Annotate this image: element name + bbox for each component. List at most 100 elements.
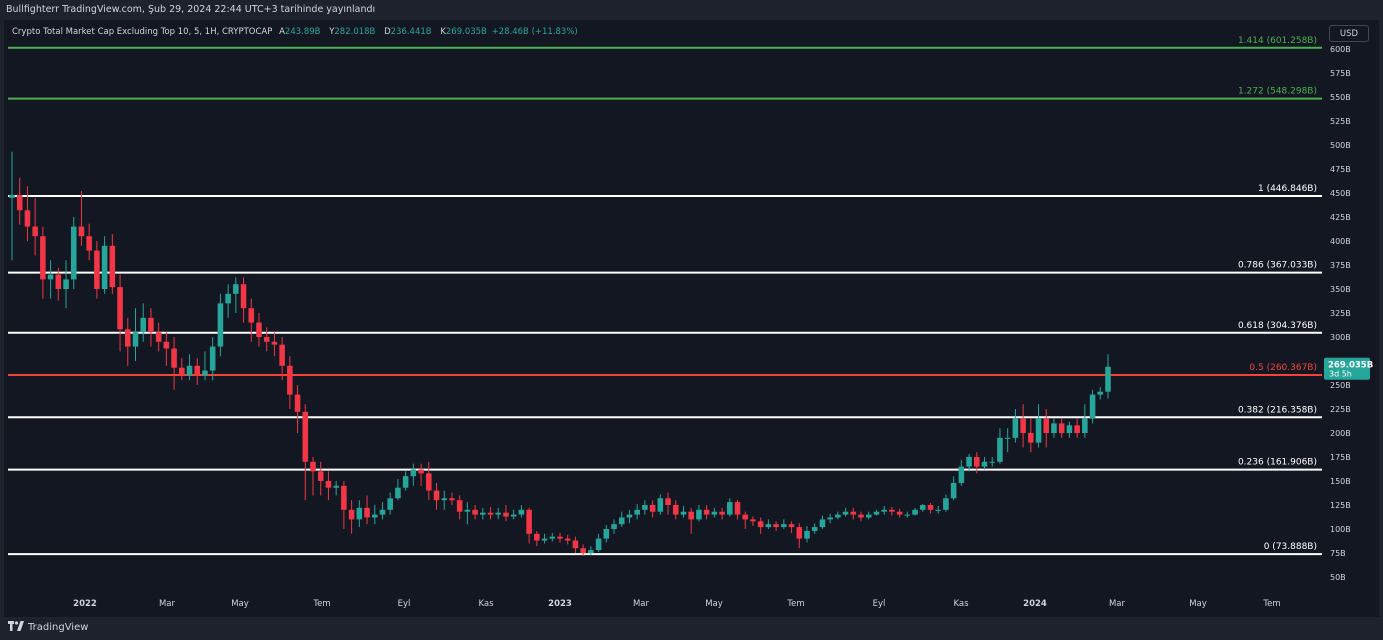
y-tick-label: 75B xyxy=(1330,549,1346,558)
candle-body xyxy=(1051,423,1057,433)
y-tick-label: 125B xyxy=(1330,501,1351,510)
candle-body xyxy=(703,509,710,515)
candle-body xyxy=(873,511,880,515)
candle-body xyxy=(333,485,339,488)
candle-body xyxy=(850,511,857,515)
fib-level-label: 0.618 (304.376B) xyxy=(1238,321,1317,331)
candle-body xyxy=(371,514,378,518)
tradingview-logo[interactable]: TradingView xyxy=(8,620,88,636)
candle-body xyxy=(595,538,602,551)
candle-body xyxy=(171,348,177,368)
candle-body xyxy=(148,317,154,333)
candle-body xyxy=(541,538,548,541)
candle-body xyxy=(364,507,370,518)
candle-body xyxy=(480,512,486,515)
y-tick-label: 600B xyxy=(1330,45,1351,54)
candle-body xyxy=(302,411,309,462)
x-tick-label: 2023 xyxy=(548,599,572,609)
candle-body xyxy=(835,514,841,518)
candle-body xyxy=(935,509,941,511)
candle-body xyxy=(117,287,123,330)
candle-body xyxy=(881,509,887,512)
candle-body xyxy=(557,536,563,539)
last-price-countdown: 3d 5h xyxy=(1329,370,1352,379)
candle-body xyxy=(16,194,23,211)
x-tick-label: Kas xyxy=(478,599,494,609)
candle-body xyxy=(1004,437,1011,439)
candle-body xyxy=(356,507,363,520)
candle-body xyxy=(966,457,972,467)
candle-body xyxy=(804,530,810,539)
candle-body xyxy=(696,509,702,520)
y-tick-label: 150B xyxy=(1330,477,1351,486)
candle-body xyxy=(1082,418,1088,433)
fib-level-label: 0.236 (161.906B) xyxy=(1238,458,1317,468)
publish-info: Bullfighterr TradingView.com, Şub 29, 20… xyxy=(0,0,1383,20)
candle-body xyxy=(1035,418,1042,443)
open-key: A xyxy=(279,27,285,37)
candle-body xyxy=(1012,418,1019,438)
candle-body xyxy=(526,509,532,534)
candle-body xyxy=(665,498,671,505)
y-tick-label: 475B xyxy=(1330,165,1351,174)
candle-body xyxy=(727,502,733,515)
candle-body xyxy=(155,332,162,342)
candle-body xyxy=(287,365,293,395)
change-value: +28.46B (+11.83%) xyxy=(491,27,578,37)
candle-body xyxy=(279,344,285,366)
candle-body xyxy=(564,538,571,541)
candle-body xyxy=(734,502,741,515)
y-tick-label: 375B xyxy=(1330,261,1351,270)
candle-body xyxy=(387,498,393,510)
fib-level-label: 0 (73.888B) xyxy=(1264,542,1317,552)
x-tick-label: Tem xyxy=(786,599,804,609)
y-tick-label: 325B xyxy=(1330,309,1351,318)
candle-body xyxy=(225,293,231,304)
candle-body xyxy=(202,370,208,376)
y-tick-label: 200B xyxy=(1330,429,1351,438)
candle-body xyxy=(711,511,718,515)
candle-body xyxy=(572,540,579,549)
candle-body xyxy=(186,365,193,376)
candle-body xyxy=(418,469,424,474)
candle-body xyxy=(1043,418,1050,433)
candle-body xyxy=(86,236,92,251)
x-tick-label: Mar xyxy=(633,599,650,609)
fib-level-label: 0.382 (216.358B) xyxy=(1238,405,1317,415)
candle-body xyxy=(217,303,224,347)
candle-body xyxy=(858,514,864,518)
candle-body xyxy=(472,509,478,515)
candle-body xyxy=(603,529,610,539)
close-value: 269.035B xyxy=(445,27,487,37)
candle-body xyxy=(317,471,324,481)
tradingview-logo-icon xyxy=(8,620,24,636)
candle-body xyxy=(781,524,787,528)
currency-button[interactable]: USD xyxy=(1329,25,1369,42)
candle-body xyxy=(927,505,934,510)
candle-body xyxy=(124,329,131,347)
candle-body xyxy=(487,512,494,515)
candle-body xyxy=(974,457,980,467)
candle-body xyxy=(773,524,779,528)
y-tick-label: 575B xyxy=(1330,69,1351,78)
x-tick-label: Mar xyxy=(159,599,176,609)
candle-body xyxy=(348,509,355,520)
footer-bar xyxy=(0,617,1383,640)
candle-body xyxy=(626,514,633,518)
candle-body xyxy=(580,548,586,553)
candle-body xyxy=(896,511,903,515)
candle-body xyxy=(140,317,146,333)
candle-body xyxy=(958,466,965,483)
candle-body xyxy=(1089,394,1096,419)
candle-body xyxy=(618,517,625,525)
candle-body xyxy=(1074,425,1080,433)
candle-body xyxy=(889,509,895,512)
fib-level-label: 1 (446.846B) xyxy=(1258,184,1317,194)
candle-body xyxy=(950,482,957,499)
candle-body xyxy=(827,517,833,520)
candle-body xyxy=(1066,425,1073,433)
candle-body xyxy=(464,509,471,512)
y-tick-label: 350B xyxy=(1330,285,1351,294)
y-tick-label: 50B xyxy=(1330,573,1346,582)
